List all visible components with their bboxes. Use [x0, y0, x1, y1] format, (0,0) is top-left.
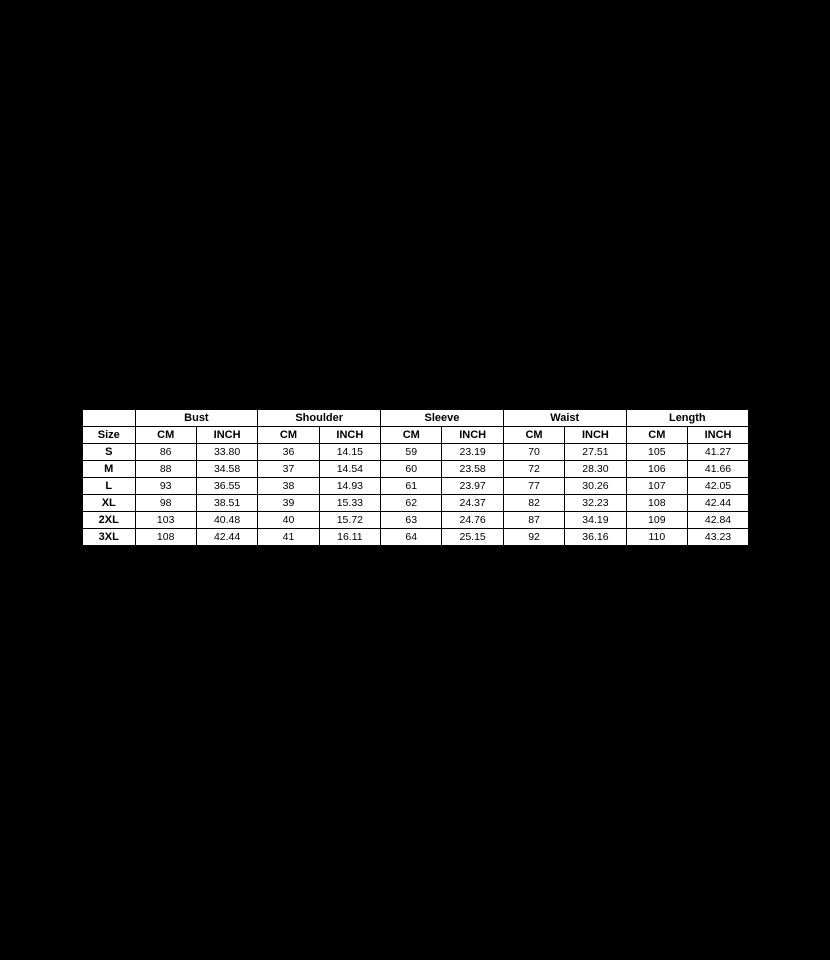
size-cell: XL — [81, 494, 136, 512]
value-cell: 23.97 — [441, 477, 504, 495]
value-cell: 61 — [380, 477, 443, 495]
value-cell: 40.48 — [195, 511, 259, 529]
size-chart-container: Bust Shoulder Sleeve Waist Length Size CM INCH… — [81, 408, 750, 547]
value-cell: 41 — [257, 528, 320, 547]
value-cell: 59 — [380, 443, 443, 461]
size-cell: S — [81, 443, 136, 461]
value-cell: 88 — [134, 460, 197, 478]
value-cell: 37 — [257, 460, 320, 478]
value-cell: 23.58 — [441, 460, 504, 478]
value-cell: 34.19 — [564, 511, 627, 529]
value-cell: 41.27 — [687, 443, 750, 461]
value-cell: 108 — [625, 494, 689, 512]
table-row: L 93 36.55 38 14.93 61 23.97 77 30.26 107 42.05 — [81, 477, 750, 495]
unit-header-cell: CM — [257, 426, 320, 444]
value-cell: 109 — [625, 511, 689, 529]
unit-header-cell: INCH — [441, 426, 504, 444]
size-cell: M — [81, 460, 136, 478]
value-cell: 36 — [257, 443, 320, 461]
value-cell: 38 — [257, 477, 320, 495]
table-row: 3XL 108 42.44 41 16.11 64 25.15 92 36.16 110 43.23 — [81, 528, 750, 547]
group-header-cell: Sleeve — [380, 408, 504, 427]
value-cell: 40 — [257, 511, 320, 529]
value-cell: 41.66 — [687, 460, 750, 478]
value-cell: 60 — [380, 460, 443, 478]
value-cell: 32.23 — [564, 494, 627, 512]
value-cell: 30.26 — [564, 477, 627, 495]
value-cell: 28.30 — [564, 460, 627, 478]
value-cell: 108 — [134, 528, 197, 547]
size-cell: L — [81, 477, 136, 495]
value-cell: 70 — [502, 443, 566, 461]
unit-header-cell: CM — [625, 426, 689, 444]
value-cell: 92 — [502, 528, 566, 547]
value-cell: 33.80 — [195, 443, 259, 461]
unit-header-cell: CM — [134, 426, 197, 444]
unit-header-cell: CM — [380, 426, 443, 444]
unit-header-cell: CM — [502, 426, 566, 444]
unit-header-cell: INCH — [195, 426, 259, 444]
value-cell: 15.72 — [318, 511, 382, 529]
size-header-cell: Size — [81, 426, 136, 444]
group-header-empty-cell — [81, 408, 136, 427]
value-cell: 77 — [502, 477, 566, 495]
value-cell: 15.33 — [318, 494, 382, 512]
value-cell: 107 — [625, 477, 689, 495]
value-cell: 34.58 — [195, 460, 259, 478]
value-cell: 24.37 — [441, 494, 504, 512]
group-header-cell: Shoulder — [257, 408, 382, 427]
value-cell: 62 — [380, 494, 443, 512]
table-row: M 88 34.58 37 14.54 60 23.58 72 28.30 106 41.66 — [81, 460, 750, 478]
sub-header-row: Size CM INCH CM INCH CM INCH CM INCH CM INCH — [81, 426, 750, 444]
value-cell: 93 — [134, 477, 197, 495]
value-cell: 72 — [502, 460, 566, 478]
value-cell: 106 — [625, 460, 689, 478]
value-cell: 63 — [380, 511, 443, 529]
value-cell: 24.76 — [441, 511, 504, 529]
size-chart-table: Bust Shoulder Sleeve Waist Length Size CM INCH… — [81, 408, 750, 547]
value-cell: 16.11 — [318, 528, 382, 547]
group-header-cell: Waist — [502, 408, 627, 427]
value-cell: 105 — [625, 443, 689, 461]
value-cell: 42.44 — [195, 528, 259, 547]
value-cell: 82 — [502, 494, 566, 512]
unit-header-cell: INCH — [564, 426, 627, 444]
value-cell: 42.84 — [687, 511, 750, 529]
value-cell: 27.51 — [564, 443, 627, 461]
unit-header-cell: INCH — [318, 426, 382, 444]
value-cell: 42.05 — [687, 477, 750, 495]
group-header-cell: Length — [625, 408, 750, 427]
unit-header-cell: INCH — [687, 426, 750, 444]
value-cell: 14.93 — [318, 477, 382, 495]
size-cell: 2XL — [81, 511, 136, 529]
value-cell: 39 — [257, 494, 320, 512]
value-cell: 64 — [380, 528, 443, 547]
value-cell: 87 — [502, 511, 566, 529]
value-cell: 36.55 — [195, 477, 259, 495]
size-chart-body: S 86 33.80 36 14.15 59 23.19 70 27.51 105 41.27 M 88… — [81, 443, 750, 547]
table-row: XL 98 38.51 39 15.33 62 24.37 82 32.23 108 42.44 — [81, 494, 750, 512]
value-cell: 98 — [134, 494, 197, 512]
size-chart-head: Bust Shoulder Sleeve Waist Length Size CM INCH… — [81, 408, 750, 444]
table-row: S 86 33.80 36 14.15 59 23.19 70 27.51 105 41.27 — [81, 443, 750, 461]
value-cell: 36.16 — [564, 528, 627, 547]
value-cell: 14.54 — [318, 460, 382, 478]
value-cell: 86 — [134, 443, 197, 461]
size-cell: 3XL — [81, 528, 136, 547]
value-cell: 43.23 — [687, 528, 750, 547]
value-cell: 103 — [134, 511, 197, 529]
value-cell: 42.44 — [687, 494, 750, 512]
group-header-cell: Bust — [134, 408, 259, 427]
value-cell: 14.15 — [318, 443, 382, 461]
value-cell: 110 — [625, 528, 689, 547]
value-cell: 25.15 — [441, 528, 504, 547]
value-cell: 38.51 — [195, 494, 259, 512]
group-header-row: Bust Shoulder Sleeve Waist Length — [81, 408, 750, 427]
table-row: 2XL 103 40.48 40 15.72 63 24.76 87 34.19 109 42.84 — [81, 511, 750, 529]
value-cell: 23.19 — [441, 443, 504, 461]
